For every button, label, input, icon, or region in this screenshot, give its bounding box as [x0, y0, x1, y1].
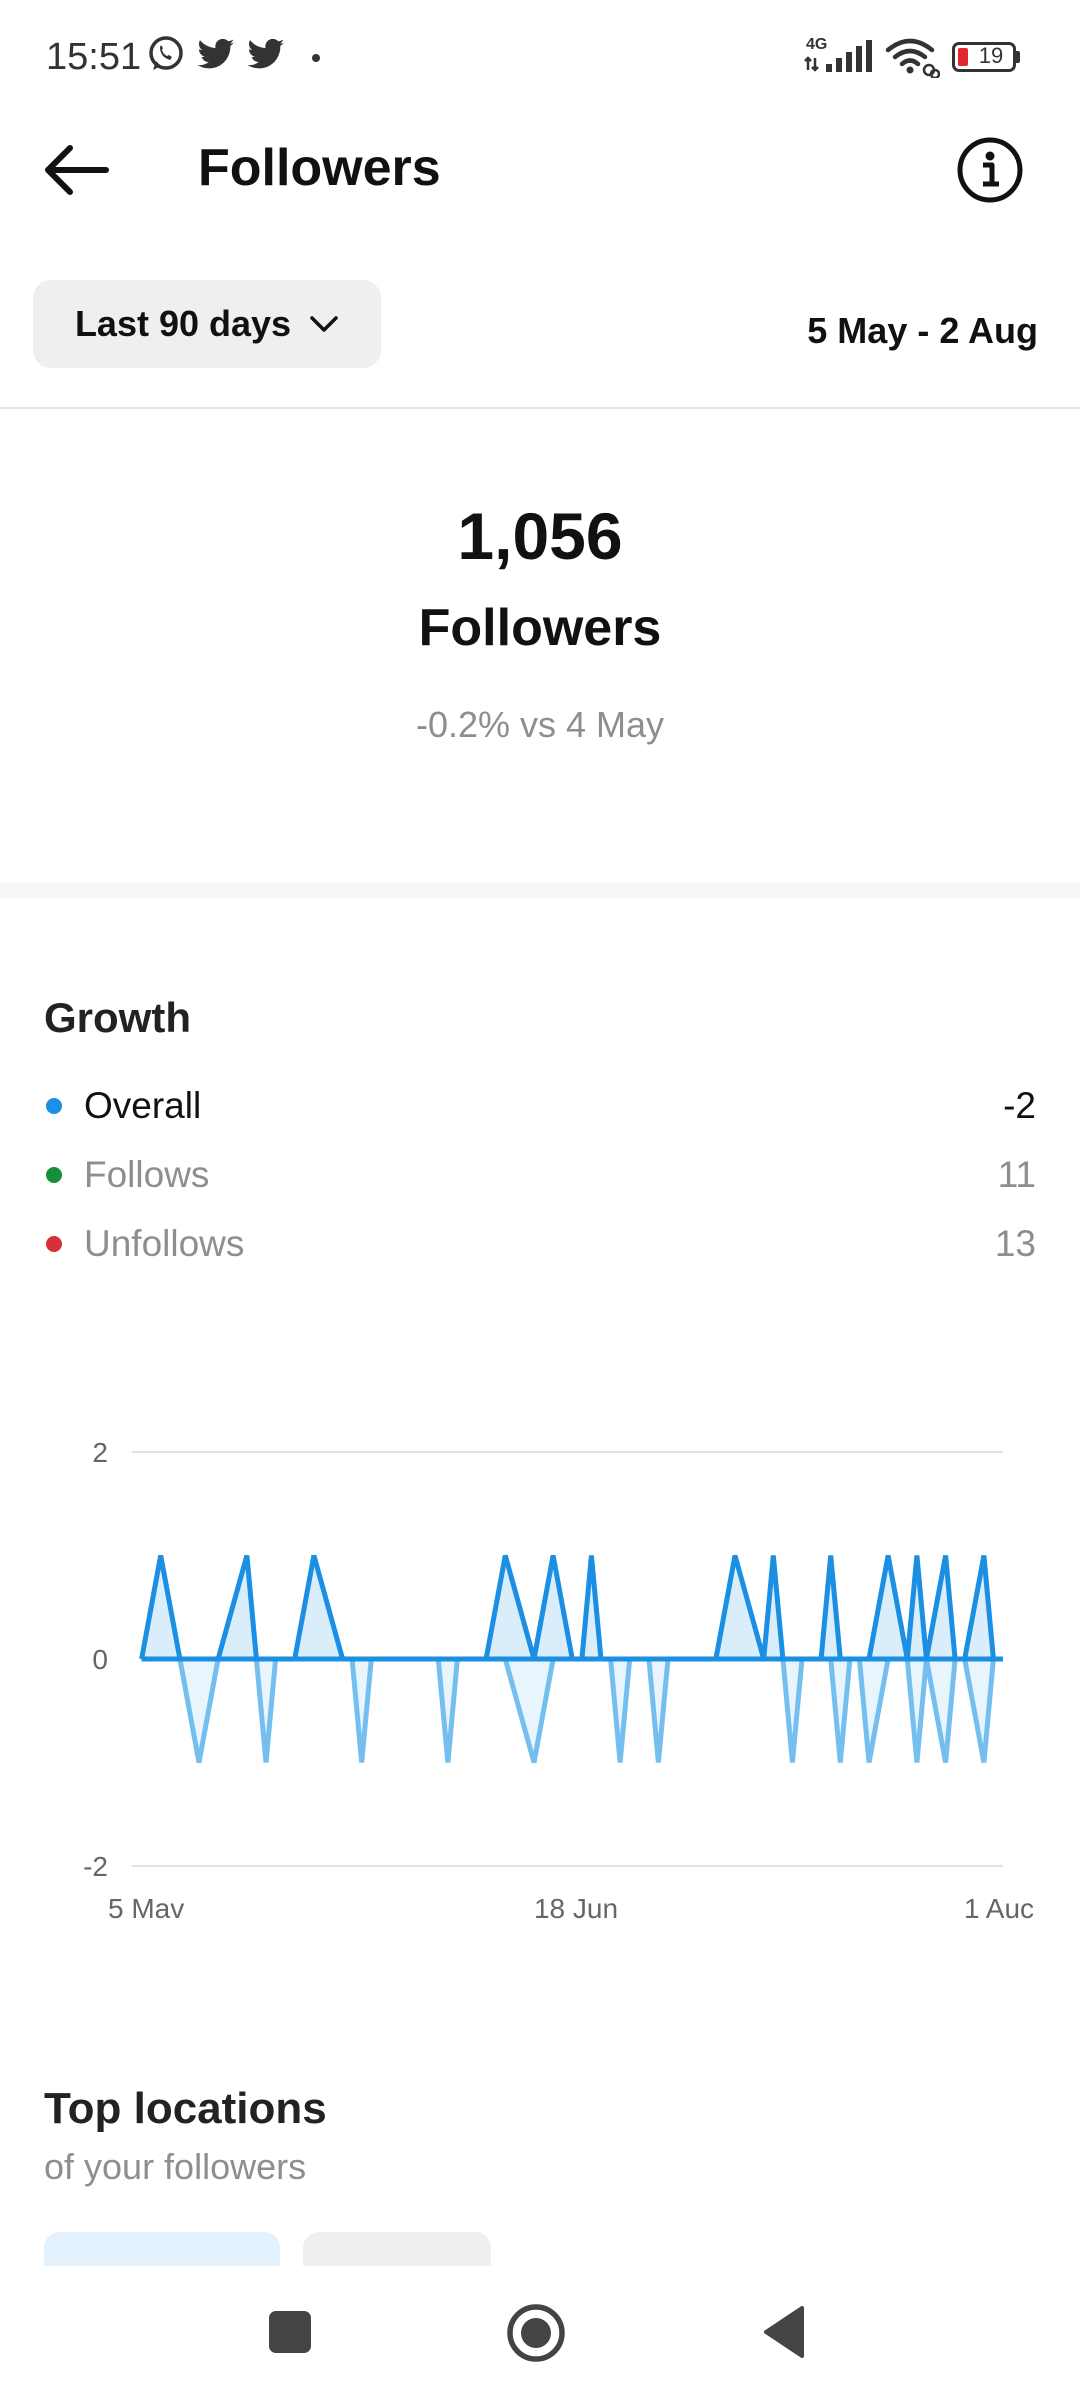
location-tab-active[interactable]: [44, 2232, 280, 2266]
signal-icon: [804, 40, 872, 72]
x-tick-label: 5 Mav: [108, 1893, 184, 1924]
chevron-down-icon: [310, 316, 338, 332]
chart-grid: [132, 1451, 1003, 1867]
system-nav-bar: [0, 2266, 1080, 2400]
battery-icon: 19: [952, 42, 1016, 72]
legend-dot-follows: [46, 1167, 62, 1183]
y-tick-label: 0: [92, 1644, 108, 1675]
legend-value-follows: 11: [997, 1154, 1036, 1195]
chart-lines: [139, 1554, 1003, 1764]
follower-change: -0.2% vs 4 May: [415, 704, 665, 745]
twitter-icon: [247, 38, 285, 69]
legend-dot-unfollows: [46, 1236, 62, 1252]
legend-value-overall: -2: [1003, 1085, 1036, 1126]
legend-overall[interactable]: Overall -2: [44, 1081, 1036, 1131]
home-circle-icon[interactable]: [505, 2302, 567, 2364]
date-range-dropdown[interactable]: Last 90 days: [33, 280, 381, 368]
info-icon: [957, 137, 1023, 203]
dot-icon: [312, 54, 320, 62]
section-divider: [0, 882, 1080, 898]
follower-count: 1,056: [457, 499, 623, 573]
square-icon[interactable]: [266, 2308, 314, 2356]
battery-level: 19: [978, 43, 1004, 68]
follower-label: Followers: [418, 599, 662, 657]
legend-value-unfollows: 13: [994, 1223, 1036, 1264]
wifi-icon: [885, 38, 940, 78]
legend-label-unfollows: Unfollows: [84, 1223, 245, 1264]
status-time: 15:51: [46, 36, 142, 78]
legend-dot-overall: [46, 1098, 62, 1114]
info-button[interactable]: [954, 134, 1026, 206]
divider: [0, 407, 1080, 409]
date-range-text: 5 May - 2 Aug: [807, 310, 1038, 351]
top-locations-title: Top locations: [44, 2084, 327, 2133]
y-tick-label: -2: [83, 1851, 108, 1882]
battery-tip: [1016, 51, 1020, 63]
legend-label-overall: Overall: [84, 1085, 202, 1126]
x-tick-label: 1 Auc: [964, 1893, 1034, 1924]
legend-follows[interactable]: Follows 11: [44, 1150, 1036, 1200]
page-title: Followers: [198, 139, 441, 197]
growth-title: Growth: [44, 994, 191, 1041]
y-tick-label: 2: [92, 1437, 108, 1468]
chart-y-ticks: 2 0 -2: [83, 1437, 108, 1882]
location-tabs: [0, 2232, 1080, 2266]
network-type: 4G: [806, 36, 828, 53]
whatsapp-icon: [149, 36, 183, 70]
legend-label-follows: Follows: [84, 1154, 210, 1195]
growth-chart: 2 0 -2 5 Mav 18 Jun 1 Auc: [83, 1437, 1034, 1924]
series-line: [139, 1554, 996, 1662]
back-button[interactable]: [36, 130, 116, 210]
location-tab[interactable]: [303, 2232, 491, 2266]
back-triangle-icon[interactable]: [760, 2304, 808, 2360]
top-locations-subtitle: of your followers: [44, 2146, 307, 2187]
arrow-left-icon: [45, 145, 109, 195]
date-range-dropdown-label: Last 90 days: [74, 303, 292, 344]
twitter-icon: [197, 38, 235, 69]
chart-x-ticks: 5 Mav 18 Jun 1 Auc: [108, 1893, 1034, 1924]
legend-unfollows[interactable]: Unfollows 13: [44, 1219, 1036, 1269]
x-tick-label: 18 Jun: [534, 1893, 618, 1924]
